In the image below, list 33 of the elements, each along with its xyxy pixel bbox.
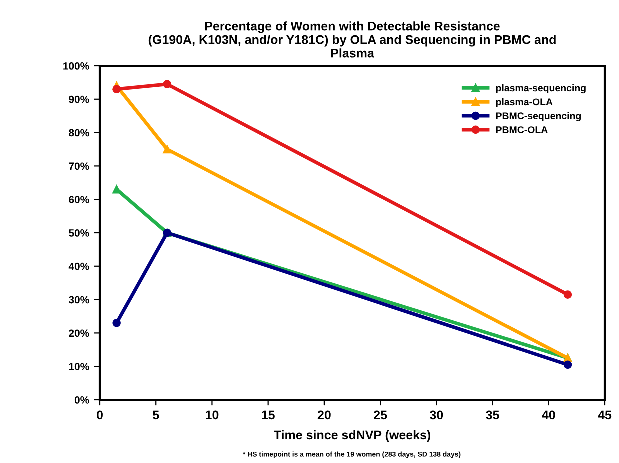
- y-tick-label: 40%: [68, 262, 90, 270]
- y-tick-label: 70%: [69, 162, 90, 170]
- point: [163, 145, 172, 154]
- x-tick-label: 35: [486, 410, 500, 420]
- x-tick-label: 20: [318, 410, 331, 420]
- x-tick-label: 45: [598, 410, 612, 420]
- legend-label: plasma-sequencing: [496, 84, 586, 94]
- y-tick-label: 0%: [74, 396, 90, 404]
- chart-title: Percentage of Women with Detectable Resistance (G190A, K103N, and/or Y181C) by OLA and Sequencing in PBMC and Plasma: [148, 22, 556, 58]
- x-tick-label: 0: [97, 410, 103, 420]
- point: [564, 360, 572, 370]
- x-tick-label: 30: [430, 410, 444, 420]
- y-tick-label: 50%: [69, 230, 90, 237]
- point: [112, 319, 121, 328]
- point: [163, 80, 172, 89]
- y-tick-label: 90%: [69, 96, 90, 104]
- x-tick-label: 10: [206, 410, 219, 420]
- x-tick-label: 5: [153, 410, 160, 420]
- legend-label: plasma-OLA: [496, 98, 553, 108]
- x-tick-label: 25: [374, 410, 388, 420]
- y-tick-label: 10%: [69, 363, 90, 370]
- legend-label: PBMC-sequencing: [496, 112, 582, 122]
- y-tick-label: 20%: [69, 330, 90, 338]
- legend-label: PBMC-OLA: [496, 126, 548, 134]
- x-tick-label: 15: [262, 410, 275, 420]
- y-tick-label: 30%: [68, 296, 90, 304]
- x-axis-title: Time since sdNVP (weeks): [274, 430, 431, 442]
- point: [112, 85, 121, 94]
- y-tick-label: 80%: [69, 129, 90, 137]
- point: [564, 290, 572, 299]
- x-tick-label: 40: [542, 410, 556, 420]
- y-tick-label: 100%: [64, 62, 90, 70]
- y-tick-label: 60%: [69, 196, 90, 204]
